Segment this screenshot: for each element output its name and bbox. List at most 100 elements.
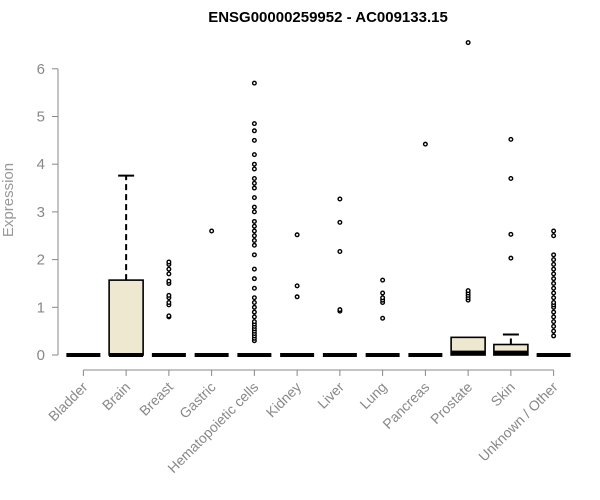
outlier-point (380, 290, 386, 296)
outlier-point (166, 271, 172, 277)
outlier-point (551, 276, 557, 282)
outlier-point (251, 180, 257, 186)
outlier-point (294, 283, 300, 289)
outlier-point (551, 228, 557, 234)
x-tick-label: Skin (487, 379, 518, 410)
outlier-point (251, 161, 257, 167)
outlier-point (251, 166, 257, 172)
outlier-point (166, 278, 172, 284)
y-tick-label: 5 (37, 109, 45, 126)
y-tick-label: 6 (37, 61, 45, 78)
outlier-point (251, 128, 257, 134)
outlier-point (251, 137, 257, 143)
outlier-point (166, 292, 172, 298)
x-tick-label: Unknown / Other (475, 379, 561, 465)
outlier-point (251, 204, 257, 210)
y-tick-label: 0 (37, 347, 45, 364)
outlier-point (508, 176, 514, 182)
outlier-point (251, 314, 257, 320)
outlier-point (508, 255, 514, 261)
outlier-point (380, 277, 386, 283)
outlier-point (251, 309, 257, 315)
outlier-point (251, 252, 257, 258)
outlier-point (465, 288, 471, 294)
outlier-point (551, 319, 557, 325)
outlier-point (508, 136, 514, 142)
y-tick-label: 1 (37, 299, 45, 316)
outlier-point (166, 300, 172, 306)
outlier-point (251, 223, 257, 229)
outlier-point (251, 80, 257, 86)
outlier-point (166, 313, 172, 319)
outlier-point (551, 266, 557, 272)
outlier-point (251, 276, 257, 282)
outlier-point (251, 152, 257, 158)
box-kidney (280, 232, 315, 357)
chart-title: ENSG00000259952 - AC009133.15 (208, 9, 448, 26)
outlier-point (551, 333, 557, 339)
outlier-point (551, 300, 557, 306)
outlier-point (251, 238, 257, 244)
outlier-point (251, 319, 257, 325)
outlier-point (551, 252, 557, 258)
box-iqr (450, 336, 486, 356)
outlier-point (337, 307, 343, 313)
y-tick-label: 3 (37, 204, 45, 221)
outlier-point (551, 309, 557, 315)
outlier-point (251, 304, 257, 310)
x-tick-label: Bladder (45, 379, 91, 425)
outlier-point (166, 266, 172, 272)
box-lung (365, 277, 400, 357)
outlier-point (251, 121, 257, 127)
outlier-point (551, 261, 557, 267)
outlier-point (380, 295, 386, 301)
outlier-point (551, 290, 557, 296)
outlier-point (251, 242, 257, 248)
box-liver (322, 196, 357, 357)
outlier-point (551, 233, 557, 239)
outlier-point (380, 315, 386, 321)
box-hematopoietic-cells (237, 80, 272, 357)
box-gastric (194, 228, 229, 357)
outlier-point (294, 294, 300, 300)
outlier-point (251, 233, 257, 239)
outlier-point (337, 219, 343, 225)
outlier-point (251, 300, 257, 306)
outlier-point (251, 209, 257, 215)
outlier-point (294, 232, 300, 238)
y-tick-label: 2 (37, 252, 45, 269)
outlier-point (251, 285, 257, 291)
outlier-point (251, 195, 257, 201)
x-tick-label: Liver (314, 379, 347, 412)
x-tick-label: Lung (356, 379, 389, 412)
box-breast (151, 259, 186, 357)
outlier-point (551, 295, 557, 301)
outlier-point (209, 228, 215, 234)
outlier-point (251, 266, 257, 272)
outlier-point (551, 257, 557, 263)
outlier-point (337, 248, 343, 254)
outlier-point (337, 196, 343, 202)
y-axis: 0 1 2 3 4 5 6 (37, 61, 59, 364)
outlier-point (251, 295, 257, 301)
box-unknown-other (536, 228, 571, 357)
outlier-point (551, 271, 557, 277)
outlier-point (551, 328, 557, 334)
y-tick-label: 4 (37, 156, 45, 173)
x-tick-label: Kidney (263, 379, 305, 421)
box-prostate (450, 40, 486, 356)
outlier-point (551, 285, 557, 291)
box-brain (108, 174, 144, 357)
y-axis-label: Expression (0, 163, 17, 237)
outlier-point (465, 40, 471, 46)
x-tick-label: Gastric (176, 379, 219, 422)
x-tick-label: Breast (136, 379, 176, 419)
outlier-point (551, 280, 557, 286)
outlier-point (551, 314, 557, 320)
x-tick-label: Prostate (427, 379, 475, 427)
outlier-point (551, 323, 557, 329)
outlier-point (166, 259, 172, 265)
